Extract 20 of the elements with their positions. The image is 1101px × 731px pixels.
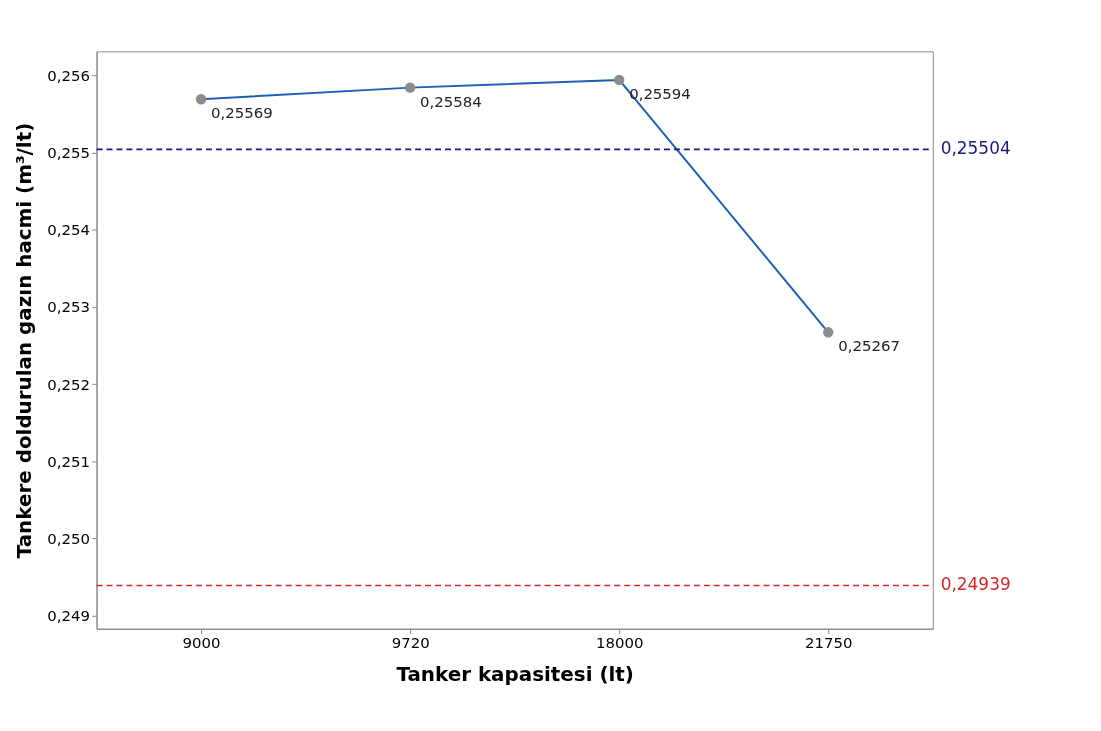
ref-line-label: 0,25504 <box>940 138 1011 159</box>
data-label: 0,25594 <box>629 84 691 103</box>
data-label: 0,25569 <box>211 104 273 123</box>
x-tick-label: 9000 <box>182 634 221 653</box>
y-tick-label: 0,255 <box>47 143 91 162</box>
data-label: 0,25267 <box>838 337 900 356</box>
y-axis-title: Tankere doldurulan gazın hacmi (m³/lt) <box>13 122 37 559</box>
data-label: 0,25584 <box>420 92 482 111</box>
y-tick-label: 0,254 <box>47 221 91 240</box>
y-tick-label: 0,251 <box>47 452 91 471</box>
y-tick-label: 0,252 <box>47 375 91 394</box>
x-tick-label: 21750 <box>804 634 853 653</box>
ref-line-label: 0,24939 <box>940 574 1011 595</box>
y-tick-label: 0,253 <box>47 298 91 317</box>
y-tick-label: 0,250 <box>47 529 91 548</box>
x-tick-label: 18000 <box>595 634 644 653</box>
x-axis-title: Tanker kapasitesi (lt) <box>396 662 634 686</box>
y-tick-label: 0,256 <box>47 66 91 85</box>
y-tick-label: 0,249 <box>47 607 91 626</box>
x-tick-label: 9720 <box>391 634 430 653</box>
